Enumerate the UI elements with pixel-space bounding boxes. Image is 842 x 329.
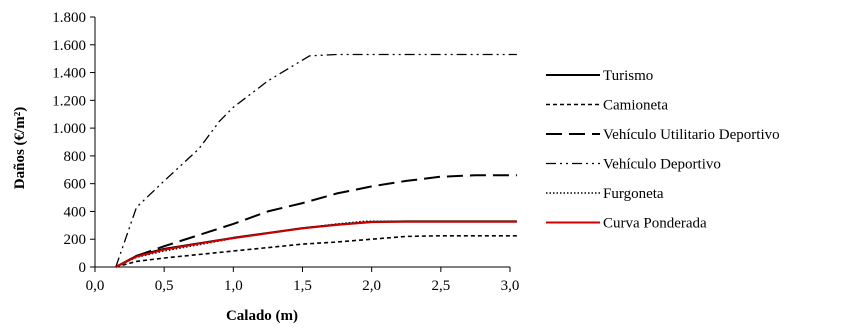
series-line-2 <box>115 235 517 268</box>
y-tick-label: 800 <box>64 149 87 165</box>
x-tick-label: 1,5 <box>293 278 312 294</box>
legend-label: Vehículo Utilitario Deportivo <box>603 127 780 143</box>
y-tick-label: 1.200 <box>52 93 86 109</box>
y-tick-label: 400 <box>64 204 87 220</box>
series-line-1 <box>115 220 517 268</box>
legend-label: Vehículo Deportivo <box>603 157 721 173</box>
x-tick-label: 3,0 <box>501 278 520 294</box>
y-tick-label: 600 <box>64 177 87 193</box>
y-tick-label: 1.000 <box>52 121 86 137</box>
legend-label: Camioneta <box>603 98 668 114</box>
legend-label: Furgoneta <box>603 186 664 202</box>
y-axis-label: Daños (€/m²) <box>12 107 28 189</box>
series-line-4 <box>115 53 517 268</box>
series-line-5 <box>115 220 517 268</box>
x-tick-label: 1,0 <box>224 278 243 294</box>
legend-label: Turismo <box>603 68 653 84</box>
y-tick-label: 1.400 <box>52 66 86 82</box>
y-tick-label: 0 <box>79 260 87 276</box>
y-tick-label: 200 <box>64 232 87 248</box>
x-tick-label: 0,0 <box>86 278 105 294</box>
series-layer <box>115 53 517 268</box>
series-line-3 <box>115 174 517 268</box>
x-tick-label: 2,5 <box>431 278 450 294</box>
y-tick-label: 1.600 <box>52 38 86 54</box>
legend-label: Curva Ponderada <box>603 216 707 232</box>
x-tick-label: 0,5 <box>155 278 174 294</box>
series-line-6 <box>115 220 517 268</box>
axes: 0 200 400 600 800 1.000 1.200 1.400 1.600 1.800 0,… <box>52 10 519 294</box>
legend: Turismo Camioneta Vehículo Utilitario Depo… <box>546 68 780 232</box>
y-tick-label: 1.800 <box>52 10 86 26</box>
x-tick-label: 2,0 <box>362 278 381 294</box>
x-axis-label: Calado (m) <box>226 308 298 324</box>
